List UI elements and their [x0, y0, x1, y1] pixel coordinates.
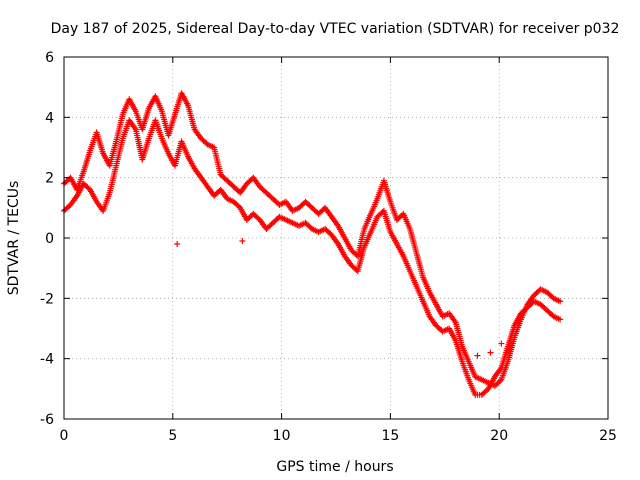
x-tick-label: 5	[168, 428, 177, 444]
outlier-point	[474, 352, 481, 359]
data-point	[557, 316, 564, 323]
outlier-point	[174, 241, 181, 248]
data-points	[61, 90, 564, 398]
y-tick-label: -6	[40, 412, 54, 428]
x-tick-label: 10	[273, 428, 291, 444]
x-tick-label: 20	[490, 428, 508, 444]
y-tick-label: 2	[45, 171, 54, 187]
y-tick-label: -2	[40, 291, 54, 307]
outlier-point	[239, 238, 246, 245]
x-tick-labels: 0 5 10 15 20 25	[60, 428, 617, 444]
y-tick-label: -4	[40, 352, 54, 368]
x-tick-label: 15	[381, 428, 399, 444]
data-point	[557, 298, 564, 305]
y-tick-label: 4	[45, 110, 54, 126]
x-tick-label: 25	[599, 428, 617, 444]
axis-ticks	[63, 56, 609, 420]
chart-title: Day 187 of 2025, Sidereal Day-to-day VTE…	[51, 21, 620, 37]
y-axis-label: SDTVAR / TECUs	[6, 181, 22, 296]
y-tick-label: 6	[45, 50, 54, 66]
x-tick-label: 0	[60, 428, 69, 444]
x-axis-label: GPS time / hours	[276, 459, 393, 475]
y-tick-label: 0	[45, 231, 54, 247]
y-tick-labels: -6 -4 -2 0 2 4 6	[40, 50, 54, 428]
outlier-point	[487, 349, 494, 356]
outlier-point	[498, 340, 505, 347]
data-point	[497, 377, 504, 384]
